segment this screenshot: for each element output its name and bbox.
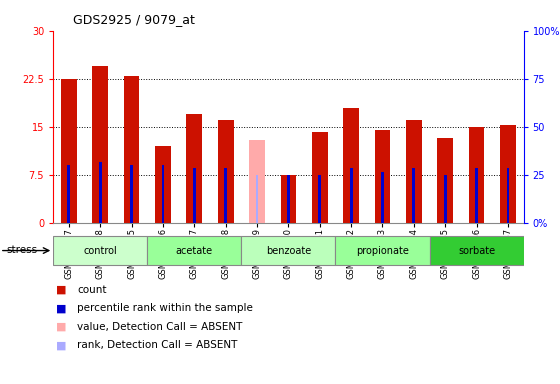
Bar xyxy=(67,165,71,223)
Text: rank, Detection Call = ABSENT: rank, Detection Call = ABSENT xyxy=(77,340,237,350)
Bar xyxy=(375,130,390,223)
Bar xyxy=(224,168,227,223)
Bar xyxy=(161,165,165,223)
Bar xyxy=(281,175,296,223)
FancyBboxPatch shape xyxy=(335,236,430,265)
Text: ■: ■ xyxy=(56,285,67,295)
Text: count: count xyxy=(77,285,107,295)
Text: ■: ■ xyxy=(56,322,67,332)
Bar xyxy=(343,108,359,223)
Bar xyxy=(61,79,77,223)
Text: ■: ■ xyxy=(56,303,67,313)
Bar xyxy=(155,146,171,223)
Bar xyxy=(506,168,510,223)
FancyBboxPatch shape xyxy=(241,236,335,265)
Bar xyxy=(255,175,259,223)
Bar xyxy=(349,168,353,223)
Bar xyxy=(218,120,234,223)
Text: GDS2925 / 9079_at: GDS2925 / 9079_at xyxy=(73,13,195,26)
Text: stress: stress xyxy=(7,245,38,255)
Text: ■: ■ xyxy=(56,340,67,350)
Bar xyxy=(193,168,196,223)
Bar xyxy=(130,165,133,223)
Bar xyxy=(406,120,422,223)
Bar xyxy=(500,126,516,223)
FancyBboxPatch shape xyxy=(53,236,147,265)
Bar xyxy=(99,162,102,223)
Bar xyxy=(249,139,265,223)
Text: benzoate: benzoate xyxy=(266,245,311,256)
Bar xyxy=(475,168,478,223)
Bar xyxy=(381,172,384,223)
Bar xyxy=(318,175,321,223)
Bar xyxy=(412,168,416,223)
Bar xyxy=(92,66,108,223)
FancyBboxPatch shape xyxy=(430,236,524,265)
Bar xyxy=(287,175,290,223)
Bar xyxy=(124,76,139,223)
FancyBboxPatch shape xyxy=(147,236,241,265)
Text: percentile rank within the sample: percentile rank within the sample xyxy=(77,303,253,313)
Bar xyxy=(469,127,484,223)
Bar xyxy=(312,132,328,223)
Text: sorbate: sorbate xyxy=(458,245,495,256)
Text: value, Detection Call = ABSENT: value, Detection Call = ABSENT xyxy=(77,322,242,332)
Text: propionate: propionate xyxy=(356,245,409,256)
Text: acetate: acetate xyxy=(176,245,213,256)
Text: control: control xyxy=(83,245,117,256)
Bar xyxy=(444,175,447,223)
Bar xyxy=(437,138,453,223)
Bar xyxy=(186,114,202,223)
